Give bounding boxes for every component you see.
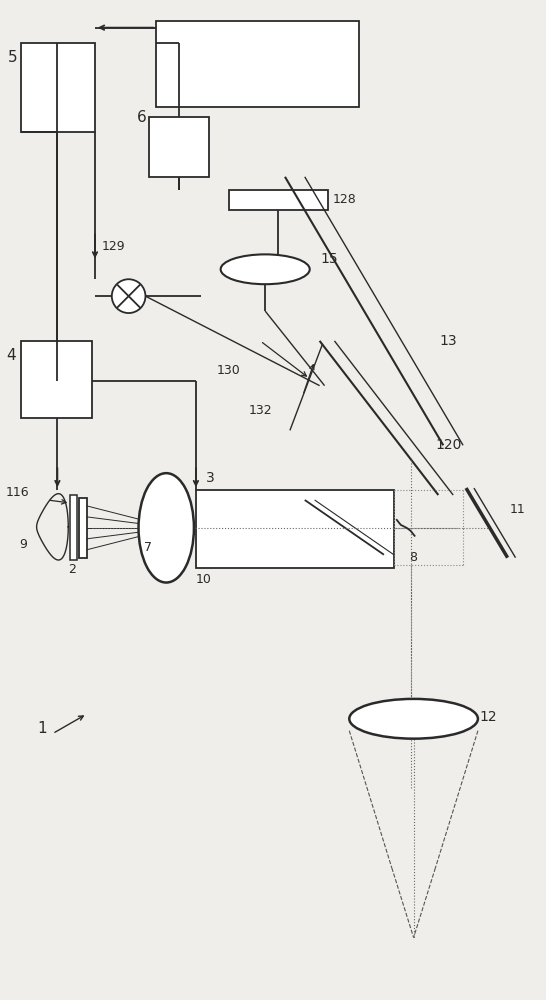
Text: 130: 130	[217, 364, 240, 377]
Text: 13: 13	[440, 334, 457, 348]
Bar	[150, 117, 209, 177]
Text: 15: 15	[321, 252, 339, 266]
Bar	[156, 21, 359, 107]
Bar	[70, 495, 77, 560]
Text: 5: 5	[8, 50, 17, 65]
Text: 12: 12	[479, 710, 497, 724]
Text: 1: 1	[38, 721, 48, 736]
Text: 9: 9	[19, 538, 27, 551]
Ellipse shape	[221, 254, 310, 284]
Text: 10: 10	[196, 573, 212, 586]
Text: 128: 128	[333, 193, 356, 206]
Circle shape	[112, 279, 145, 313]
Text: 116: 116	[6, 486, 29, 499]
Text: 132: 132	[248, 404, 272, 417]
Ellipse shape	[349, 699, 478, 739]
Bar	[229, 190, 328, 210]
Bar	[196, 490, 394, 568]
Text: 129: 129	[102, 240, 126, 253]
Bar	[21, 43, 95, 132]
Text: 11: 11	[509, 503, 525, 516]
Text: 3: 3	[206, 471, 215, 485]
Bar	[21, 341, 92, 418]
Text: 8: 8	[410, 551, 418, 564]
Text: 7: 7	[145, 541, 152, 554]
Text: 120: 120	[435, 438, 461, 452]
Ellipse shape	[139, 473, 194, 583]
Text: 2: 2	[68, 563, 76, 576]
Text: 6: 6	[136, 110, 146, 125]
Text: 4: 4	[6, 348, 16, 363]
Bar	[79, 498, 87, 558]
